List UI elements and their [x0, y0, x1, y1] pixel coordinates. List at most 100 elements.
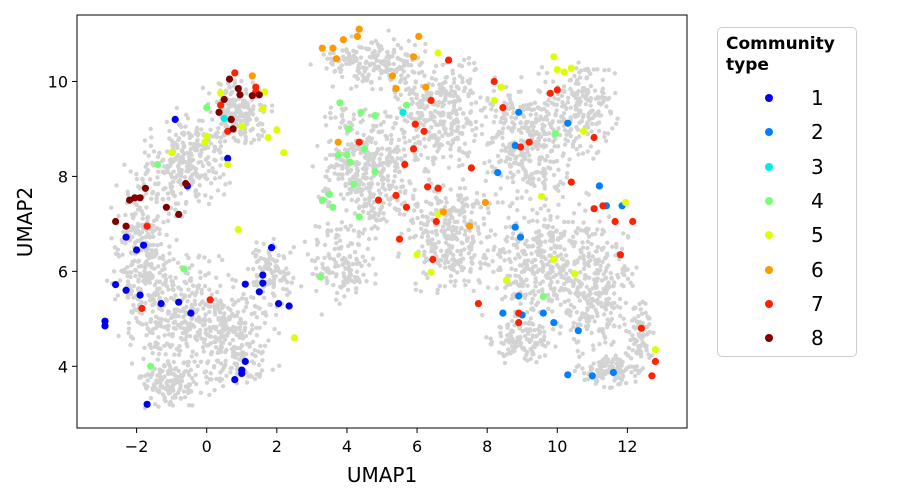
- x-tick-label: 8: [482, 437, 492, 456]
- point-type-8: [248, 92, 256, 100]
- x-tick-label: 0: [202, 437, 212, 456]
- point-type-6: [410, 53, 418, 61]
- point-type-4: [345, 125, 353, 133]
- point-type-7: [434, 184, 442, 192]
- point-type-3: [399, 108, 407, 116]
- y-tick-label: 10: [48, 72, 68, 91]
- point-type-7: [411, 120, 419, 128]
- point-type-1: [255, 288, 263, 296]
- point-type-1: [122, 233, 130, 241]
- legend-marker: [765, 128, 773, 137]
- point-type-8: [122, 222, 130, 230]
- x-tick-label: 10: [547, 437, 567, 456]
- point-type-6: [318, 44, 326, 52]
- point-type-7: [553, 86, 561, 94]
- point-type-6: [415, 32, 423, 41]
- point-type-2: [515, 108, 523, 116]
- point-type-1: [231, 376, 239, 384]
- legend-label: 6: [811, 257, 824, 282]
- point-type-7: [231, 69, 239, 77]
- point-type-8: [234, 85, 242, 93]
- point-type-2: [609, 368, 618, 377]
- point-type-8: [162, 203, 170, 211]
- point-type-8: [229, 125, 237, 133]
- point-type-8: [112, 217, 120, 226]
- point-type-5: [217, 89, 225, 97]
- point-type-1: [175, 298, 183, 306]
- point-type-7: [206, 296, 214, 304]
- point-type-4: [402, 101, 411, 109]
- point-type-4: [318, 196, 326, 204]
- legend-item-3: 3: [718, 152, 858, 182]
- point-type-5: [290, 334, 298, 342]
- legend-label: 8: [811, 326, 824, 351]
- point-type-8: [131, 194, 139, 202]
- point-type-5: [567, 64, 575, 72]
- point-type-7: [420, 127, 428, 135]
- point-type-7: [467, 164, 475, 172]
- legend-item-4: 4: [718, 186, 858, 216]
- legend-label: 1: [811, 86, 824, 110]
- point-type-1: [241, 280, 249, 288]
- point-type-5: [201, 138, 209, 146]
- point-type-5: [497, 83, 505, 91]
- point-type-7: [374, 196, 383, 204]
- point-type-5: [622, 198, 630, 207]
- point-type-1: [238, 366, 246, 374]
- point-type-2: [511, 223, 519, 231]
- point-type-7: [546, 89, 554, 97]
- point-type-6: [334, 138, 342, 146]
- point-type-7: [143, 222, 151, 230]
- point-type-5: [224, 160, 232, 169]
- legend-marker: [765, 299, 773, 308]
- point-type-4: [355, 213, 363, 221]
- point-type-1: [157, 300, 165, 308]
- point-type-7: [651, 357, 660, 366]
- x-tick-label: 12: [617, 437, 637, 456]
- point-type-4: [329, 203, 337, 211]
- point-type-7: [515, 319, 523, 327]
- point-type-1: [136, 291, 144, 299]
- point-type-5: [280, 149, 288, 157]
- point-type-4: [336, 99, 344, 107]
- point-type-5: [261, 88, 269, 96]
- point-type-7: [217, 101, 225, 109]
- point-type-5: [234, 226, 242, 234]
- x-tick-label: 4: [342, 437, 352, 456]
- point-type-8: [175, 210, 183, 218]
- point-type-7: [445, 56, 453, 64]
- point-type-5: [434, 49, 442, 57]
- point-type-1: [112, 281, 120, 289]
- point-type-6: [392, 85, 400, 93]
- point-type-2: [494, 169, 502, 177]
- point-type-8: [225, 75, 234, 83]
- point-type-7: [410, 145, 418, 153]
- point-type-3: [220, 114, 228, 123]
- x-tick-label: −2: [125, 437, 149, 456]
- point-type-8: [255, 91, 263, 99]
- point-type-1: [275, 300, 283, 308]
- point-type-7: [427, 96, 435, 104]
- point-type-1: [140, 241, 148, 249]
- legend-label: 4: [811, 188, 824, 213]
- point-type-1: [224, 154, 232, 162]
- point-type-6: [422, 83, 430, 91]
- point-type-5: [238, 123, 246, 131]
- point-type-6: [439, 208, 447, 216]
- point-type-7: [392, 191, 400, 199]
- point-type-7: [515, 309, 523, 317]
- point-type-5: [427, 268, 435, 276]
- point-type-1: [268, 244, 276, 252]
- point-type-5: [550, 53, 558, 61]
- point-type-5: [490, 96, 498, 104]
- point-type-4: [357, 108, 365, 116]
- point-type-2: [516, 233, 525, 241]
- point-type-7: [525, 138, 533, 146]
- point-type-6: [388, 72, 397, 80]
- point-type-4: [350, 180, 358, 189]
- y-tick-label: 6: [58, 262, 68, 281]
- point-type-1: [241, 357, 249, 366]
- point-type-7: [616, 251, 625, 259]
- point-type-2: [595, 182, 604, 190]
- point-type-7: [499, 104, 507, 112]
